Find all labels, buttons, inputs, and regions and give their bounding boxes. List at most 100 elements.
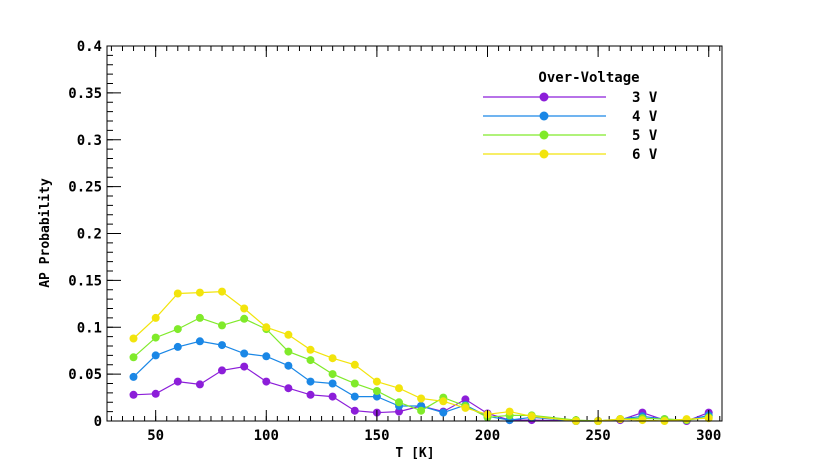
y-tick-label: 0.2	[77, 227, 102, 243]
legend-item: 6 V	[483, 147, 658, 163]
data-point	[350, 379, 359, 388]
data-point	[350, 360, 359, 369]
x-tick-label: 250	[585, 428, 610, 444]
y-tick-label: 0.05	[68, 367, 102, 383]
data-point	[240, 304, 249, 313]
minor-ticks	[107, 46, 721, 421]
data-point	[372, 377, 381, 386]
data-point	[372, 392, 381, 401]
data-point	[262, 377, 271, 386]
data-point	[129, 372, 138, 381]
legend-item: 4 V	[483, 109, 658, 125]
legend-item: 5 V	[483, 128, 658, 144]
data-point	[129, 334, 138, 343]
y-tick-label: 0.1	[77, 320, 102, 336]
legend-item: 3 V	[483, 90, 658, 106]
data-point	[195, 337, 204, 346]
data-point	[395, 384, 403, 393]
data-point	[173, 377, 182, 386]
data-point	[306, 345, 315, 354]
x-tick-label: 300	[696, 428, 721, 444]
data-point	[306, 356, 315, 365]
legend-label: 4 V	[632, 109, 658, 125]
legend-title: Over-Voltage	[538, 70, 639, 86]
y-tick-label: 0.4	[77, 39, 102, 55]
data-point	[372, 387, 381, 395]
data-point	[417, 394, 426, 403]
data-point	[328, 354, 337, 363]
y-tick-label: 0.25	[68, 180, 102, 196]
data-point	[461, 403, 470, 412]
data-point	[195, 313, 204, 322]
y-tick-labels: 0 0.05 0.1 0.15 0.2 0.25 0.3 0.35 0.4	[68, 39, 102, 430]
data-point	[173, 289, 182, 298]
data-point	[350, 406, 359, 415]
data-point	[527, 412, 536, 421]
data-point	[439, 408, 448, 417]
x-tick-label: 50	[147, 428, 164, 444]
data-point	[284, 384, 293, 393]
series-5-v	[129, 313, 713, 425]
data-point	[129, 353, 138, 362]
data-point	[439, 397, 448, 406]
data-point	[262, 323, 271, 332]
data-point	[284, 330, 293, 339]
data-point	[218, 366, 226, 375]
legend: Over-Voltage 3 V 4 V 5 V 6 V	[483, 70, 658, 163]
y-axis-title: AP Probability	[38, 178, 53, 288]
data-point	[240, 314, 249, 323]
data-point	[240, 349, 249, 358]
y-tick-label: 0.3	[77, 133, 102, 149]
data-point	[328, 370, 337, 379]
data-point	[195, 288, 204, 297]
series-6-v	[129, 287, 713, 425]
data-point	[173, 342, 182, 351]
data-point	[395, 398, 403, 407]
data-point	[328, 392, 337, 401]
legend-label: 6 V	[632, 147, 658, 163]
y-tick-label: 0.15	[68, 273, 102, 289]
data-point	[616, 415, 625, 424]
plot-area-border	[106, 45, 723, 422]
data-point	[151, 333, 160, 342]
data-point	[129, 390, 138, 399]
data-point	[151, 389, 160, 398]
data-point	[262, 352, 271, 361]
data-point	[306, 377, 315, 386]
data-point	[682, 415, 691, 424]
data-point	[395, 407, 403, 416]
data-point	[151, 313, 160, 322]
x-tick-label: 150	[364, 428, 389, 444]
data-point	[218, 287, 226, 296]
data-point	[417, 406, 426, 415]
series-3-v	[129, 362, 713, 425]
x-tick-label: 100	[254, 428, 279, 444]
x-tick-label: 200	[475, 428, 500, 444]
data-point	[306, 390, 315, 399]
data-point	[240, 362, 249, 371]
x-axis-title: T [K]	[395, 446, 434, 461]
data-point	[461, 395, 470, 404]
data-point	[505, 407, 514, 416]
data-point	[151, 351, 160, 360]
legend-marker	[539, 92, 549, 102]
x-tick-labels: 50 100 150 200 250 300	[147, 428, 721, 444]
data-point	[218, 321, 226, 330]
plot-frame	[106, 45, 723, 422]
data-point	[328, 379, 337, 388]
data-point	[284, 347, 293, 356]
series-layer	[129, 287, 713, 425]
legend-marker	[539, 111, 549, 121]
legend-marker	[539, 149, 549, 159]
data-point	[195, 380, 204, 389]
data-point	[350, 392, 359, 401]
legend-marker	[539, 130, 549, 140]
data-point	[284, 361, 293, 370]
legend-label: 5 V	[632, 128, 658, 144]
data-point	[173, 325, 182, 334]
data-point	[218, 341, 226, 350]
legend-label: 3 V	[632, 90, 658, 106]
y-tick-label: 0	[94, 414, 102, 430]
